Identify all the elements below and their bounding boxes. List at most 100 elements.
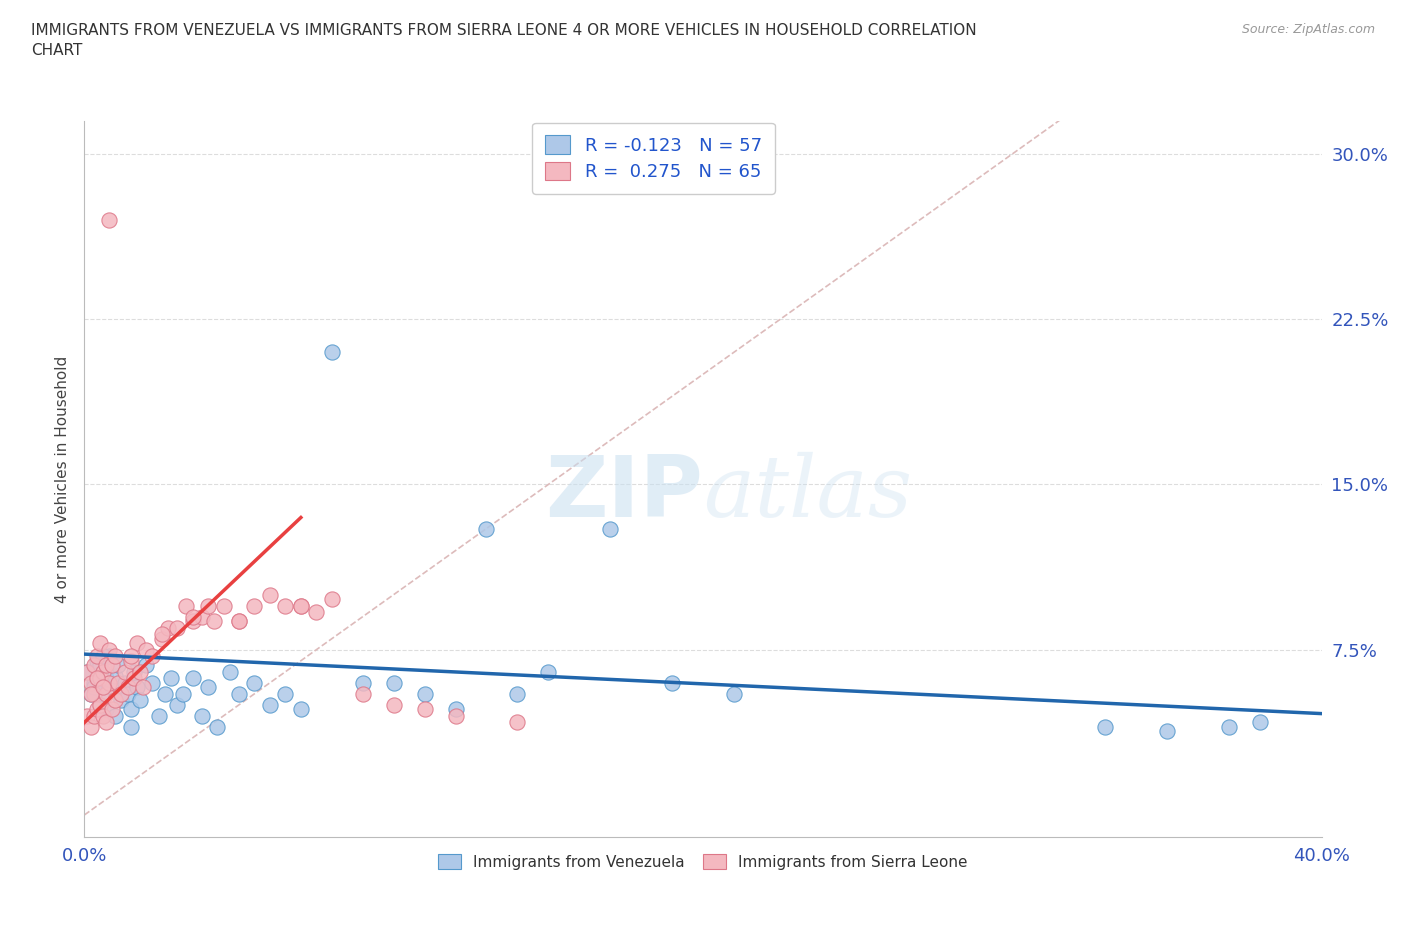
Point — [305, 604, 328, 619]
Point — [259, 587, 281, 602]
Point — [91, 686, 114, 701]
Point — [537, 664, 560, 679]
Point — [117, 686, 139, 701]
Point — [191, 709, 214, 724]
Point — [129, 693, 152, 708]
Point — [89, 658, 111, 672]
Point — [110, 686, 132, 701]
Point — [148, 709, 170, 724]
Text: IMMIGRANTS FROM VENEZUELA VS IMMIGRANTS FROM SIERRA LEONE 4 OR MORE VEHICLES IN : IMMIGRANTS FROM VENEZUELA VS IMMIGRANTS … — [31, 23, 977, 58]
Point — [191, 609, 214, 624]
Point — [101, 702, 124, 717]
Point — [120, 702, 142, 717]
Point — [122, 664, 145, 679]
Point — [94, 686, 117, 701]
Point — [274, 686, 297, 701]
Point — [506, 686, 529, 701]
Point — [141, 675, 163, 690]
Point — [274, 598, 297, 613]
Point — [197, 680, 219, 695]
Point — [104, 693, 127, 708]
Point — [382, 698, 405, 712]
Point — [79, 686, 101, 701]
Point — [89, 698, 111, 712]
Point — [76, 709, 98, 724]
Point — [176, 598, 198, 613]
Point — [94, 702, 117, 717]
Point — [290, 598, 312, 613]
Text: Source: ZipAtlas.com: Source: ZipAtlas.com — [1241, 23, 1375, 36]
Point — [1094, 720, 1116, 735]
Point — [117, 680, 139, 695]
Point — [94, 671, 117, 685]
Point — [413, 686, 436, 701]
Point — [122, 671, 145, 685]
Point — [120, 720, 142, 735]
Point — [352, 686, 374, 701]
Point — [181, 614, 204, 629]
Point — [114, 675, 136, 690]
Point — [91, 649, 114, 664]
Point — [444, 709, 467, 724]
Point — [723, 686, 745, 701]
Point — [94, 715, 117, 730]
Point — [91, 680, 114, 695]
Point — [120, 653, 142, 668]
Point — [86, 649, 108, 664]
Point — [76, 664, 98, 679]
Point — [166, 698, 188, 712]
Point — [76, 664, 98, 679]
Point — [79, 675, 101, 690]
Point — [89, 671, 111, 685]
Point — [104, 669, 127, 684]
Point — [207, 720, 229, 735]
Point — [114, 664, 136, 679]
Point — [91, 664, 114, 679]
Point — [141, 649, 163, 664]
Point — [94, 658, 117, 672]
Point — [444, 702, 467, 717]
Legend: Immigrants from Venezuela, Immigrants from Sierra Leone: Immigrants from Venezuela, Immigrants fr… — [432, 848, 974, 876]
Point — [290, 702, 312, 717]
Point — [86, 702, 108, 717]
Point — [160, 671, 183, 685]
Point — [352, 675, 374, 690]
Point — [506, 715, 529, 730]
Point — [89, 698, 111, 712]
Point — [98, 675, 121, 690]
Point — [1218, 720, 1240, 735]
Point — [104, 649, 127, 664]
Point — [156, 620, 179, 635]
Point — [290, 598, 312, 613]
Point — [135, 643, 157, 658]
Point — [98, 649, 121, 664]
Point — [218, 664, 240, 679]
Point — [129, 664, 152, 679]
Point — [321, 345, 343, 360]
Point — [382, 675, 405, 690]
Point — [125, 680, 148, 695]
Point — [98, 643, 121, 658]
Point — [228, 614, 250, 629]
Point — [1156, 724, 1178, 738]
Point — [120, 649, 142, 664]
Point — [104, 709, 127, 724]
Point — [599, 521, 621, 536]
Point — [321, 591, 343, 606]
Point — [228, 614, 250, 629]
Point — [132, 680, 155, 695]
Point — [181, 671, 204, 685]
Point — [413, 702, 436, 717]
Point — [101, 680, 124, 695]
Point — [181, 609, 204, 624]
Point — [150, 631, 173, 646]
Point — [661, 675, 683, 690]
Point — [98, 213, 121, 228]
Point — [212, 598, 235, 613]
Point — [83, 658, 105, 672]
Point — [243, 675, 266, 690]
Point — [83, 680, 105, 695]
Point — [101, 658, 124, 672]
Point — [86, 671, 108, 685]
Point — [475, 521, 498, 536]
